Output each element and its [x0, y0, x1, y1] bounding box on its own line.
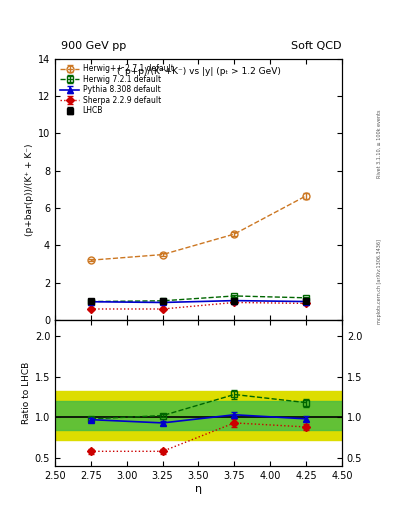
Text: (¯p+p)/(K⁺+K⁻) vs |y| (pₜ > 1.2 GeV): (¯p+p)/(K⁺+K⁻) vs |y| (pₜ > 1.2 GeV)	[117, 67, 280, 76]
Text: Rivet 3.1.10, ≥ 100k events: Rivet 3.1.10, ≥ 100k events	[377, 109, 382, 178]
Bar	[55, 401, 342, 430]
Text: Soft QCD: Soft QCD	[291, 41, 341, 51]
Legend: Herwig++ 2.7.1 default, Herwig 7.2.1 default, Pythia 8.308 default, Sherpa 2.2.9: Herwig++ 2.7.1 default, Herwig 7.2.1 def…	[59, 62, 175, 117]
Y-axis label: (p+bar(p))/(K⁺ + K⁻): (p+bar(p))/(K⁺ + K⁻)	[25, 143, 34, 236]
Y-axis label: Ratio to LHCB: Ratio to LHCB	[22, 362, 31, 424]
X-axis label: η: η	[195, 483, 202, 494]
Bar	[55, 391, 342, 440]
Text: mcplots.cern.ch [arXiv:1306.3436]: mcplots.cern.ch [arXiv:1306.3436]	[377, 239, 382, 324]
Text: 900 GeV pp: 900 GeV pp	[61, 41, 126, 51]
